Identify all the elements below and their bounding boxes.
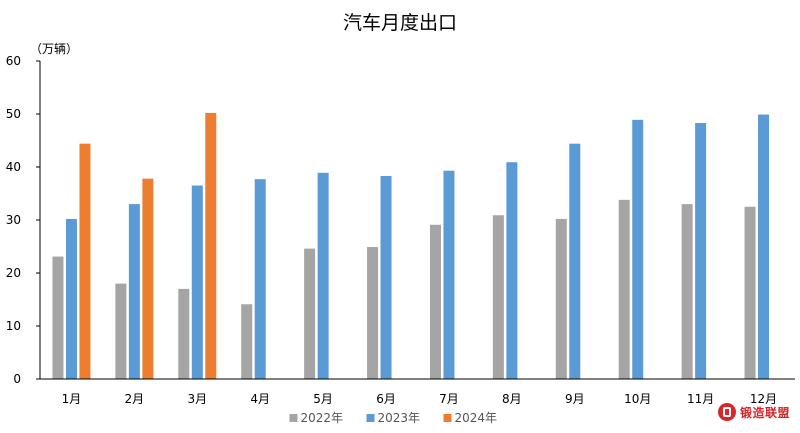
bar-2023年-8月 bbox=[506, 162, 518, 379]
y-tick-label: 40 bbox=[6, 160, 21, 174]
x-tick-label: 12月 bbox=[750, 392, 777, 406]
bar-2022年-6月 bbox=[367, 247, 379, 379]
bar-2023年-11月 bbox=[695, 123, 707, 379]
bar-2022年-4月 bbox=[241, 304, 253, 379]
legend-swatch bbox=[289, 414, 298, 422]
bar-2022年-5月 bbox=[304, 248, 316, 379]
bar-2024年-2月 bbox=[142, 178, 154, 379]
bar-2023年-1月 bbox=[65, 218, 77, 379]
legend-label: 2023年 bbox=[378, 411, 421, 425]
x-tick-label: 6月 bbox=[376, 392, 396, 406]
x-tick-label: 7月 bbox=[439, 392, 459, 406]
x-tick-label: 3月 bbox=[187, 392, 207, 406]
x-tick-label: 11月 bbox=[687, 392, 714, 406]
x-tick-label: 9月 bbox=[565, 392, 585, 406]
bar-2022年-11月 bbox=[681, 204, 693, 379]
bar-2023年-9月 bbox=[569, 143, 581, 379]
bar-2022年-10月 bbox=[618, 199, 630, 379]
x-tick-label: 5月 bbox=[313, 392, 333, 406]
bar-2022年-3月 bbox=[178, 288, 190, 379]
x-tick-label: 10月 bbox=[624, 392, 651, 406]
bar-2023年-6月 bbox=[380, 176, 392, 379]
bar-2023年-5月 bbox=[317, 172, 329, 379]
bar-2024年-1月 bbox=[79, 143, 91, 379]
y-tick-label: 60 bbox=[6, 54, 21, 68]
x-tick-label: 8月 bbox=[502, 392, 522, 406]
watermark-text: 锻造联盟 bbox=[739, 405, 790, 420]
bar-2023年-4月 bbox=[254, 179, 266, 379]
logo-icon bbox=[717, 403, 736, 421]
bar-2022年-7月 bbox=[429, 224, 441, 379]
x-tick-label: 2月 bbox=[125, 392, 145, 406]
bar-2022年-9月 bbox=[555, 218, 567, 379]
bar-2023年-12月 bbox=[758, 114, 770, 379]
bar-2022年-1月 bbox=[52, 256, 64, 379]
y-tick-label: 30 bbox=[6, 213, 21, 227]
y-tick-label: 50 bbox=[6, 107, 21, 121]
bar-2022年-2月 bbox=[115, 283, 127, 379]
watermark: 锻造联盟 bbox=[717, 403, 790, 421]
bar-2023年-7月 bbox=[443, 170, 455, 379]
bar-2024年-3月 bbox=[205, 112, 217, 379]
legend-swatch bbox=[366, 414, 375, 422]
bar-2023年-10月 bbox=[632, 119, 644, 379]
x-tick-label: 1月 bbox=[62, 392, 82, 406]
y-axis-unit-label: （万辆） bbox=[30, 42, 78, 56]
bar-2022年-8月 bbox=[492, 215, 504, 379]
chart-title: 汽车月度出口 bbox=[343, 12, 457, 34]
legend-swatch bbox=[443, 414, 452, 422]
legend-label: 2022年 bbox=[301, 411, 344, 425]
bar-2023年-2月 bbox=[128, 204, 140, 379]
legend-label: 2024年 bbox=[455, 411, 498, 425]
bar-2022年-12月 bbox=[744, 206, 756, 379]
y-tick-label: 20 bbox=[6, 266, 21, 280]
y-tick-label: 10 bbox=[6, 319, 21, 333]
y-tick-label: 0 bbox=[13, 372, 21, 386]
x-tick-label: 4月 bbox=[250, 392, 270, 406]
bar-2023年-3月 bbox=[191, 185, 203, 379]
